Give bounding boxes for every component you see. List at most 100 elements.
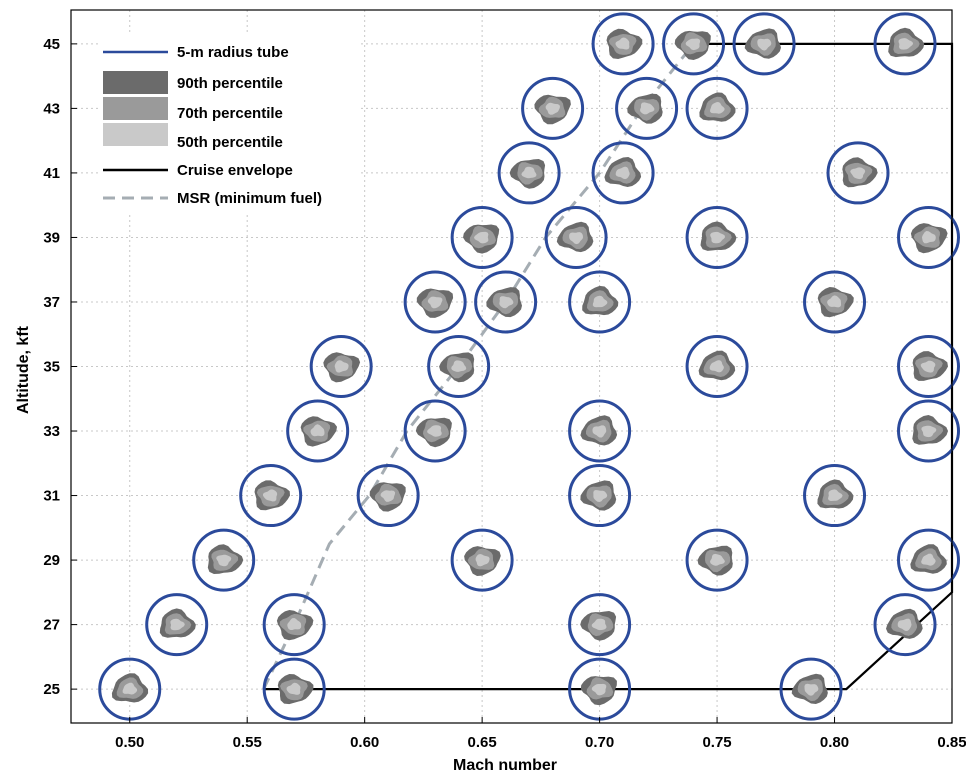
percentile-blob bbox=[888, 27, 925, 58]
tube-circle bbox=[568, 593, 632, 657]
blob-p50 bbox=[380, 490, 396, 502]
blob-p50 bbox=[593, 490, 608, 502]
x-tick-label: 0.85 bbox=[937, 734, 966, 751]
blob-p50 bbox=[921, 425, 937, 438]
blob-p50 bbox=[592, 295, 608, 308]
blob-p50 bbox=[310, 424, 325, 437]
y-tick-label: 31 bbox=[43, 488, 60, 505]
blob-p50 bbox=[427, 425, 442, 437]
blob-p50 bbox=[499, 296, 514, 309]
blob-p50 bbox=[921, 553, 936, 566]
tube-circles-layer bbox=[98, 12, 961, 721]
blob-p50 bbox=[545, 102, 560, 115]
percentile-blob bbox=[300, 416, 337, 447]
x-tick-label: 0.60 bbox=[350, 734, 379, 751]
legend: 5-m radius tube 90th percentile 70th per… bbox=[98, 34, 358, 214]
legend-p90-label: 90th percentile bbox=[177, 75, 283, 92]
tube-circle bbox=[826, 141, 890, 205]
legend-p50-label: 50th percentile bbox=[177, 134, 283, 151]
percentile-blob bbox=[464, 546, 501, 576]
blob-p50 bbox=[122, 682, 138, 695]
legend-p50-swatch bbox=[103, 123, 168, 146]
percentile-blob bbox=[254, 480, 290, 511]
y-tick-label: 25 bbox=[43, 681, 60, 698]
tube-circle bbox=[521, 76, 585, 140]
blob-p50 bbox=[451, 360, 467, 372]
tube-circle bbox=[897, 528, 961, 592]
blob-p50 bbox=[334, 360, 349, 373]
percentile-blob bbox=[580, 676, 617, 706]
tube-circle bbox=[192, 528, 256, 592]
blob-p50 bbox=[804, 683, 819, 696]
tube-circle bbox=[591, 141, 655, 205]
tube-circle bbox=[732, 12, 796, 76]
percentile-blob bbox=[791, 673, 828, 704]
y-tick-label: 37 bbox=[43, 294, 60, 311]
legend-tube-label: 5-m radius tube bbox=[177, 44, 289, 61]
percentile-blob bbox=[698, 350, 736, 381]
blob-p50 bbox=[569, 232, 583, 245]
blob-p50 bbox=[685, 38, 701, 51]
percentile-blob bbox=[910, 223, 948, 254]
x-tick-label: 0.50 bbox=[115, 734, 144, 751]
tube-circle bbox=[145, 593, 209, 657]
blob-p50 bbox=[521, 166, 537, 179]
tube-circle bbox=[897, 335, 961, 398]
blob-p50 bbox=[898, 38, 914, 50]
percentile-blob bbox=[604, 157, 642, 187]
tube-circle bbox=[568, 270, 632, 334]
blob-p50 bbox=[640, 102, 655, 115]
tube-circle bbox=[591, 12, 655, 76]
blob-p50 bbox=[474, 231, 489, 244]
percentile-blob bbox=[463, 224, 500, 254]
percentile-blob bbox=[912, 415, 948, 445]
blob-p50 bbox=[591, 618, 607, 631]
percentile-blobs-layer bbox=[111, 27, 948, 706]
percentile-blob bbox=[207, 544, 244, 574]
x-axis-title: Mach number bbox=[453, 757, 557, 774]
percentile-blob bbox=[111, 673, 149, 703]
blob-p50 bbox=[216, 554, 232, 567]
percentile-blob bbox=[580, 611, 617, 641]
blob-p50 bbox=[827, 295, 842, 308]
blob-p50 bbox=[757, 38, 772, 51]
tube-circle bbox=[497, 141, 561, 205]
tube-circle bbox=[450, 528, 514, 592]
percentile-blob bbox=[606, 28, 643, 59]
tube-circle bbox=[873, 593, 937, 657]
legend-envelope-label: Cruise envelope bbox=[177, 162, 293, 179]
percentile-blob bbox=[582, 285, 619, 316]
tube-circle bbox=[239, 464, 303, 528]
percentile-blob bbox=[439, 352, 475, 383]
tube-circle bbox=[450, 205, 514, 269]
tube-circle bbox=[568, 399, 632, 463]
tube-circle bbox=[803, 464, 867, 528]
y-tick-label: 43 bbox=[43, 100, 60, 117]
x-axis-ticks: 0.50 0.55 0.60 0.65 0.70 0.75 0.80 0.85 bbox=[115, 717, 966, 751]
blob-p50 bbox=[427, 296, 443, 309]
y-tick-label: 45 bbox=[43, 36, 60, 53]
percentile-blob bbox=[912, 351, 948, 381]
blob-p50 bbox=[920, 360, 936, 373]
tube-circle bbox=[897, 205, 961, 269]
y-axis-title: Altitude, kft bbox=[15, 325, 32, 414]
blob-p50 bbox=[615, 166, 630, 180]
percentile-blob bbox=[277, 674, 314, 705]
tube-circle bbox=[873, 12, 937, 76]
legend-msr-label: MSR (minimum fuel) bbox=[177, 190, 322, 207]
tube-circle bbox=[356, 464, 420, 528]
tube-circle bbox=[568, 464, 632, 528]
percentile-blob bbox=[744, 28, 781, 59]
tube-circle bbox=[779, 657, 843, 721]
blob-p50 bbox=[263, 489, 278, 502]
y-tick-label: 35 bbox=[43, 359, 60, 376]
blob-p50 bbox=[709, 360, 724, 373]
percentile-blob bbox=[415, 417, 452, 448]
blob-p50 bbox=[710, 553, 725, 566]
percentile-blob bbox=[276, 610, 314, 641]
percentile-blob bbox=[817, 287, 854, 318]
y-tick-label: 39 bbox=[43, 229, 60, 246]
blob-p50 bbox=[710, 231, 725, 244]
percentile-blob bbox=[323, 352, 361, 383]
